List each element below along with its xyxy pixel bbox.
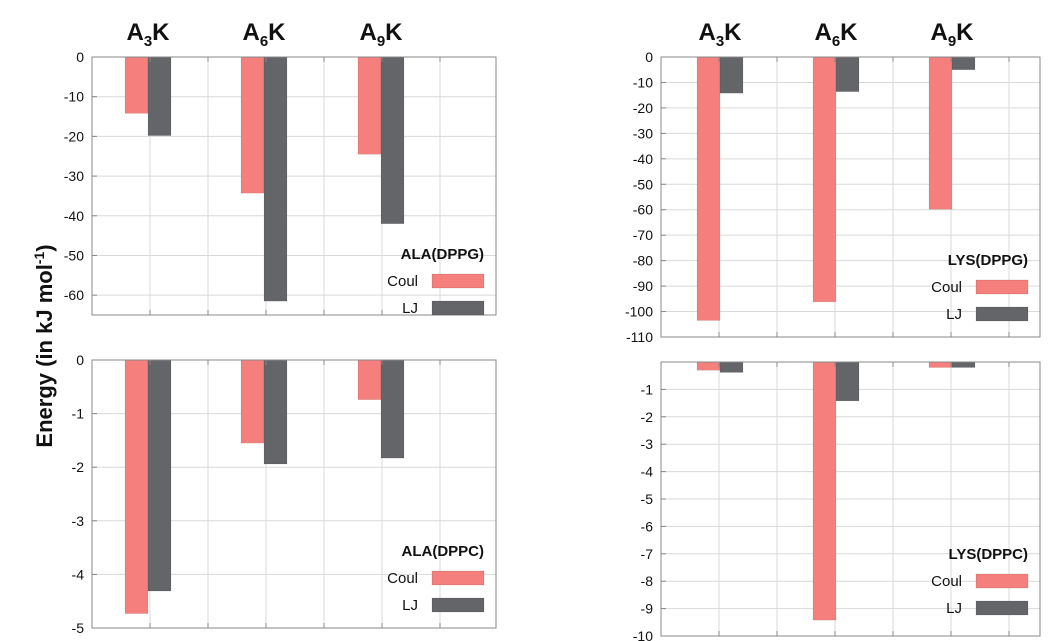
legend-title: LYS(DPPG) [948, 252, 1028, 269]
bar-coul-A3K [124, 359, 149, 614]
y-tick-label: -70 [633, 227, 653, 243]
bar-coul-A6K [812, 56, 837, 303]
y-tick-label: -4 [72, 566, 85, 582]
y-tick-label: -60 [64, 287, 84, 303]
y-tick-label: -5 [72, 620, 85, 636]
plot-frame [91, 56, 497, 316]
y-tick-label: -2 [641, 409, 654, 425]
y-tick-label: -30 [64, 168, 84, 184]
bar-coul-A6K [812, 361, 837, 621]
category-header-A3K: A3K [126, 19, 170, 50]
bar-coul-A3K [696, 361, 721, 371]
bar-lj-A6K [263, 56, 288, 302]
bar-coul-A9K [928, 56, 953, 210]
y-tick-label: -50 [633, 176, 653, 192]
y-tick-label: -6 [641, 518, 654, 534]
y-tick-label: -110 [626, 329, 653, 345]
bar-coul-A9K [928, 361, 953, 368]
legend-swatch-lj [431, 597, 485, 613]
bar-coul-A6K [240, 56, 265, 194]
legend-label-coul: Coul [387, 273, 418, 290]
bar-lj-A9K [380, 359, 405, 459]
y-tick-label: -5 [641, 491, 654, 507]
category-header-A9K: A9K [359, 19, 403, 50]
y-tick-label: -1 [72, 406, 85, 422]
y-tick-label: -10 [633, 74, 653, 90]
legend-swatch-lj [975, 600, 1029, 616]
legend-swatch-lj [431, 300, 485, 316]
y-tick-label: -7 [641, 546, 654, 562]
legend-label-coul: Coul [387, 570, 418, 587]
bar-lj-A3K [147, 56, 172, 136]
y-tick-label: 0 [76, 352, 84, 368]
y-tick-label: -10 [64, 89, 84, 105]
plot-frame [660, 56, 1041, 338]
bar-coul-A3K [696, 56, 721, 321]
legend-swatch-lj [975, 306, 1029, 322]
y-tick-label: -20 [64, 128, 84, 144]
bar-coul-A3K [124, 56, 149, 114]
bar-lj-A6K [835, 361, 860, 402]
y-tick-label: -90 [633, 278, 653, 294]
y-tick-label: -50 [64, 247, 84, 263]
legend-swatch-coul [975, 279, 1029, 295]
y-tick-label: -8 [641, 573, 654, 589]
y-tick-label: -3 [641, 436, 654, 452]
y-tick-label: -20 [633, 100, 653, 116]
legend-label-coul: Coul [931, 573, 962, 590]
legend-swatch-coul [431, 273, 485, 289]
y-tick-label: -9 [641, 601, 654, 617]
category-header-A6K: A6K [242, 19, 286, 50]
panel-bottom-left: 0 -1 -2 -3 -4 -5 ALA(DPPC) Coul LJ [72, 352, 497, 636]
legend-swatch-coul [975, 573, 1029, 589]
legend-title: ALA(DPPG) [401, 246, 484, 263]
y-tick-label: -10 [633, 628, 653, 641]
y-tick-label: 0 [76, 49, 84, 65]
y-tick-label: -80 [633, 253, 653, 269]
y-tick-label: -1 [641, 381, 654, 397]
bar-coul-A9K [357, 359, 382, 400]
bar-lj-A3K [147, 359, 172, 592]
bar-lj-A9K [951, 361, 976, 368]
category-header-A9K: A9K [930, 19, 974, 50]
bar-lj-A9K [951, 56, 976, 70]
legend-label-lj: LJ [946, 306, 962, 323]
bar-lj-A6K [263, 359, 288, 465]
bar-coul-A6K [240, 359, 265, 444]
bar-coul-A9K [357, 56, 382, 155]
legend-label-coul: Coul [931, 279, 962, 296]
legend-title: ALA(DPPC) [402, 543, 485, 560]
y-tick-label: -100 [625, 304, 653, 320]
legend-label-lj: LJ [402, 597, 418, 614]
bar-lj-A6K [835, 56, 860, 92]
legend-label-lj: LJ [402, 300, 418, 317]
y-tick-label: -30 [633, 125, 653, 141]
y-tick-label: 0 [645, 49, 653, 65]
bar-lj-A3K [719, 56, 744, 94]
category-header-A6K: A6K [814, 19, 858, 50]
plot-frame [91, 359, 497, 629]
panel-bottom-right: -1 -2 -3 -4 -5 -6 -7 -8 -9 -10 LYS(DPPC) Coul LJ [633, 361, 1041, 641]
panel-top-left: 0 -10 -20 -30 -40 -50 -60 A3K A6K A9K ALA(DPPG) Cou… [64, 19, 497, 317]
y-tick-label: -40 [64, 208, 84, 224]
category-header-A3K: A3K [698, 19, 742, 50]
y-tick-label: -60 [633, 202, 653, 218]
bar-lj-A3K [719, 361, 744, 373]
bar-lj-A9K [380, 56, 405, 224]
y-tick-label: -3 [72, 513, 85, 529]
y-tick-label: -2 [72, 459, 85, 475]
y-tick-label: -40 [633, 151, 653, 167]
legend-swatch-coul [431, 570, 485, 586]
legend-title: LYS(DPPC) [949, 546, 1028, 563]
panel-top-right: 0 -10 -20 -30 -40 -50 -60 -70 -80 -90 -100 -110 A3K A… [625, 19, 1041, 345]
legend-label-lj: LJ [946, 600, 962, 617]
y-tick-label: -4 [641, 464, 654, 480]
y-axis-label: Energy (in kJ mol-1) [31, 244, 57, 447]
